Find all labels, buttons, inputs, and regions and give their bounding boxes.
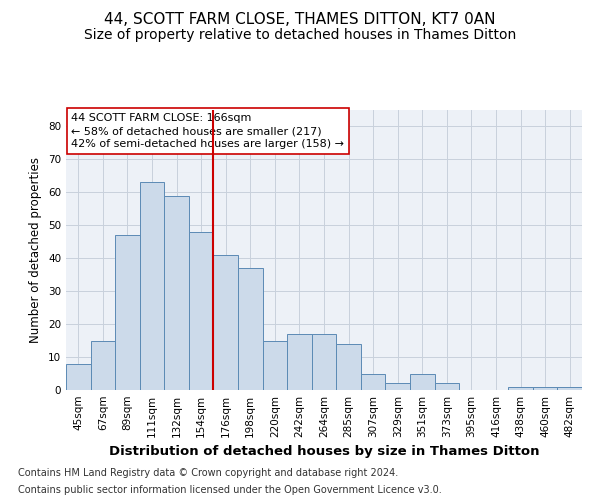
- Bar: [508, 386, 533, 390]
- Y-axis label: Number of detached properties: Number of detached properties: [29, 157, 43, 343]
- Bar: [91, 340, 115, 390]
- Bar: [238, 268, 263, 390]
- Bar: [336, 344, 361, 390]
- Bar: [189, 232, 214, 390]
- Bar: [361, 374, 385, 390]
- Bar: [214, 255, 238, 390]
- Text: Contains HM Land Registry data © Crown copyright and database right 2024.: Contains HM Land Registry data © Crown c…: [18, 468, 398, 477]
- Bar: [434, 384, 459, 390]
- Bar: [263, 340, 287, 390]
- Bar: [312, 334, 336, 390]
- Bar: [385, 384, 410, 390]
- X-axis label: Distribution of detached houses by size in Thames Ditton: Distribution of detached houses by size …: [109, 446, 539, 458]
- Bar: [410, 374, 434, 390]
- Bar: [66, 364, 91, 390]
- Text: Size of property relative to detached houses in Thames Ditton: Size of property relative to detached ho…: [84, 28, 516, 42]
- Text: Contains public sector information licensed under the Open Government Licence v3: Contains public sector information licen…: [18, 485, 442, 495]
- Bar: [533, 386, 557, 390]
- Text: 44 SCOTT FARM CLOSE: 166sqm
← 58% of detached houses are smaller (217)
42% of se: 44 SCOTT FARM CLOSE: 166sqm ← 58% of det…: [71, 113, 344, 149]
- Bar: [140, 182, 164, 390]
- Bar: [164, 196, 189, 390]
- Bar: [115, 235, 140, 390]
- Bar: [287, 334, 312, 390]
- Text: 44, SCOTT FARM CLOSE, THAMES DITTON, KT7 0AN: 44, SCOTT FARM CLOSE, THAMES DITTON, KT7…: [104, 12, 496, 28]
- Bar: [557, 386, 582, 390]
